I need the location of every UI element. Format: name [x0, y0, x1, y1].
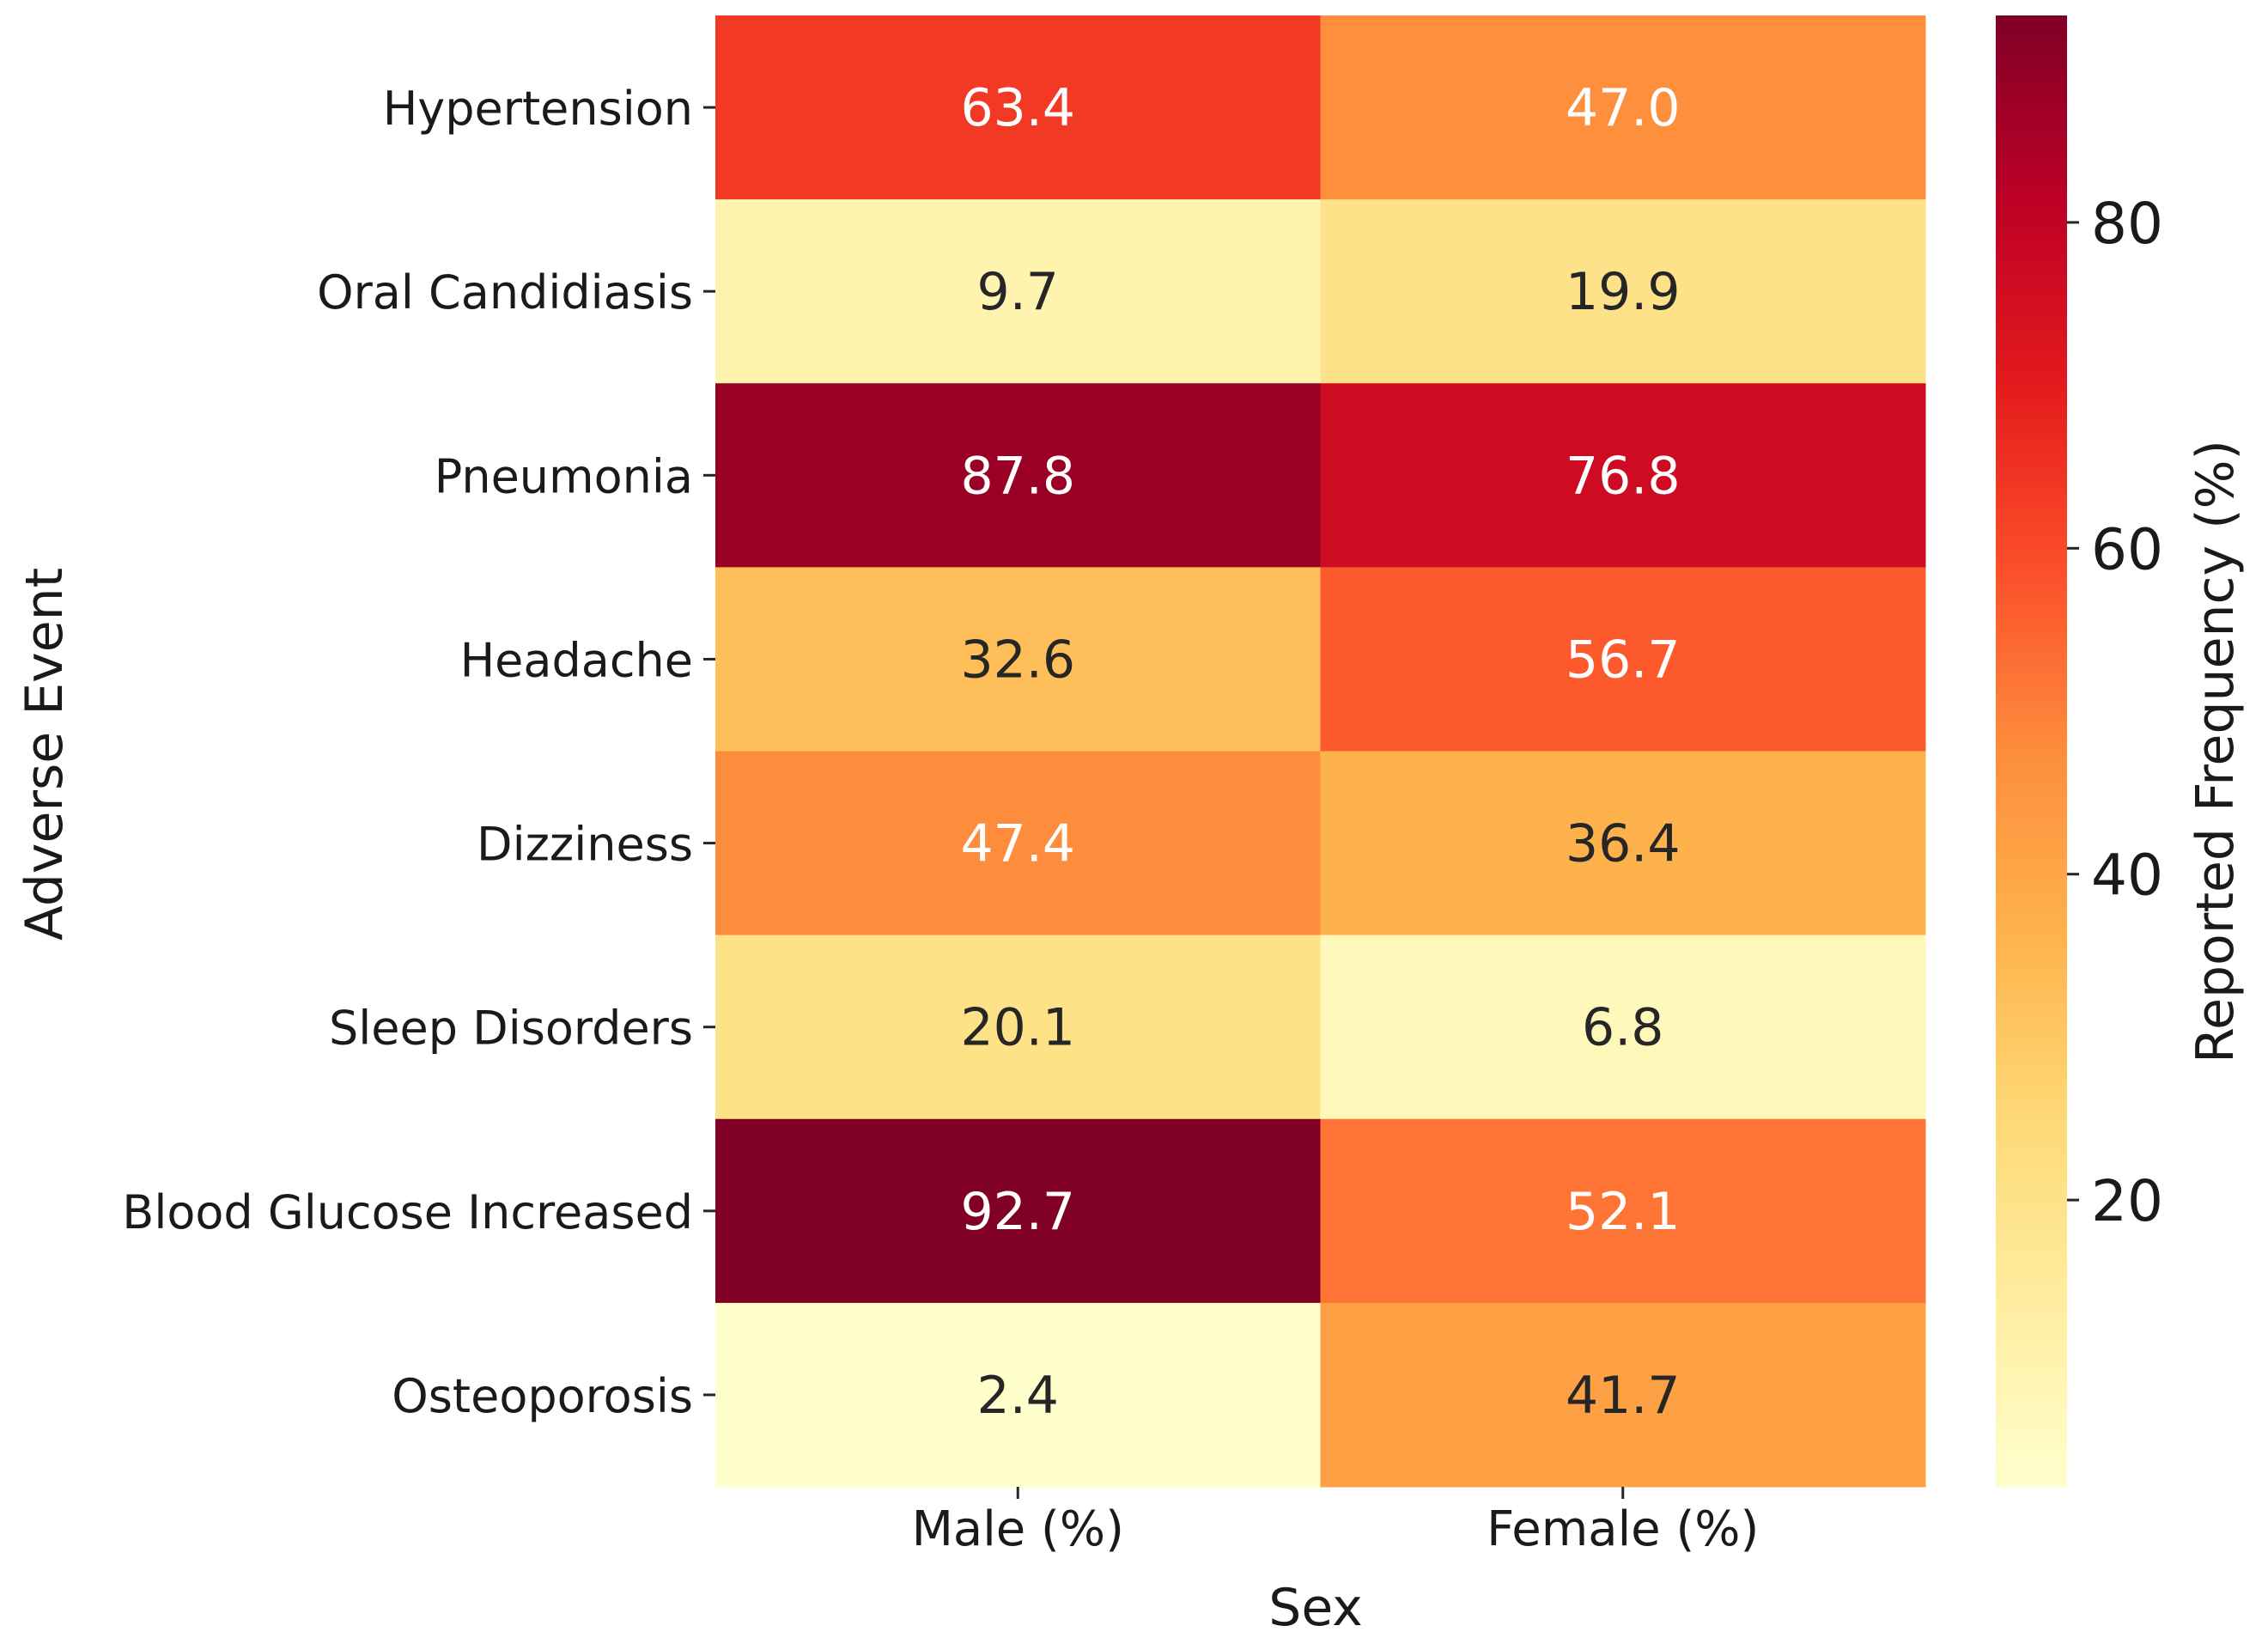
heatmap-cell: [715, 751, 1321, 936]
colorbar: 20 40 60 80 Reported Frequency (%): [1996, 15, 2246, 1487]
y-tick-label-hypertension: Hypertension: [383, 82, 693, 136]
cell-value-label: 2.4: [977, 1366, 1059, 1426]
cell-value-label: 63.4: [960, 78, 1075, 138]
cell-value-label: 47.0: [1566, 78, 1681, 138]
heatmap-cell: [715, 199, 1321, 384]
heatmap-cell: [1320, 383, 1926, 568]
y-axis-ticks: Hypertension Oral Candidiasis Pneumonia Hea…: [122, 82, 715, 1423]
cell-value-label: 6.8: [1582, 998, 1663, 1058]
y-tick-label-blood-glucose-increased: Blood Glucose Increased: [122, 1185, 693, 1239]
heatmap-cell: [715, 567, 1321, 752]
heatmap-cell: [715, 1118, 1321, 1304]
y-tick-label-pneumonia: Pneumonia: [435, 449, 693, 503]
cell-value-label: 56.7: [1566, 630, 1681, 690]
heatmap-cell: [1320, 199, 1926, 384]
heatmap-cell: [1320, 935, 1926, 1120]
y-tick-label-headache: Headache: [460, 633, 693, 687]
heatmap-cell: [715, 383, 1321, 568]
heatmap-cell: [1320, 751, 1926, 936]
heatmap-cell: [715, 15, 1321, 200]
colorbar-tick-label: 20: [2091, 1168, 2163, 1234]
x-tick-label-male: Male (%): [912, 1501, 1124, 1557]
colorbar-title: Reported Frequency (%): [2186, 440, 2246, 1063]
x-axis-ticks: Male (%) Female (%): [912, 1487, 1759, 1557]
heatmap-cell: [715, 935, 1321, 1120]
cell-value-label: 36.4: [1566, 814, 1681, 874]
heatmap-cell: [1320, 1302, 1926, 1488]
heatmap-cell: [1320, 567, 1926, 752]
colorbar-tick-label: 40: [2091, 843, 2163, 909]
colorbar-tick-label: 80: [2091, 191, 2163, 257]
cell-value-label: 32.6: [960, 630, 1075, 690]
x-axis-title: Sex: [1268, 1578, 1362, 1638]
y-tick-label-dizziness: Dizziness: [477, 818, 693, 872]
heatmap-cell: [1320, 1118, 1926, 1304]
cell-value-label: 9.7: [977, 262, 1059, 322]
cell-value-label: 47.4: [960, 814, 1075, 874]
cell-value-label: 52.1: [1566, 1182, 1681, 1242]
cell-value-label: 20.1: [960, 998, 1075, 1058]
heatmap-cell: [715, 1302, 1321, 1488]
colorbar-gradient: [1996, 15, 2067, 1487]
y-tick-label-oral-candidiasis: Oral Candidiasis: [317, 265, 693, 320]
y-tick-label-osteoporosis: Osteoporosis: [392, 1369, 693, 1423]
y-tick-label-sleep-disorders: Sleep Disorders: [329, 1002, 693, 1056]
x-tick-label-female: Female (%): [1487, 1501, 1759, 1557]
cell-value-label: 41.7: [1566, 1366, 1681, 1426]
heatmap-cell: [1320, 15, 1926, 200]
colorbar-tick-label: 60: [2091, 516, 2163, 582]
cell-value-label: 92.7: [960, 1182, 1075, 1242]
cell-value-label: 19.9: [1566, 262, 1681, 322]
cell-value-label: 76.8: [1566, 446, 1681, 506]
heatmap-cells: [715, 15, 1926, 1488]
cell-value-label: 87.8: [960, 446, 1075, 506]
colorbar-ticks: 20 40 60 80: [2067, 191, 2163, 1234]
y-axis-title: Adverse Event: [15, 568, 75, 941]
heatmap-cell-labels: 63.4 47.0 9.7 19.9 87.8 76.8 32.6 56.7 47.4 36.4 2…: [960, 78, 1680, 1426]
